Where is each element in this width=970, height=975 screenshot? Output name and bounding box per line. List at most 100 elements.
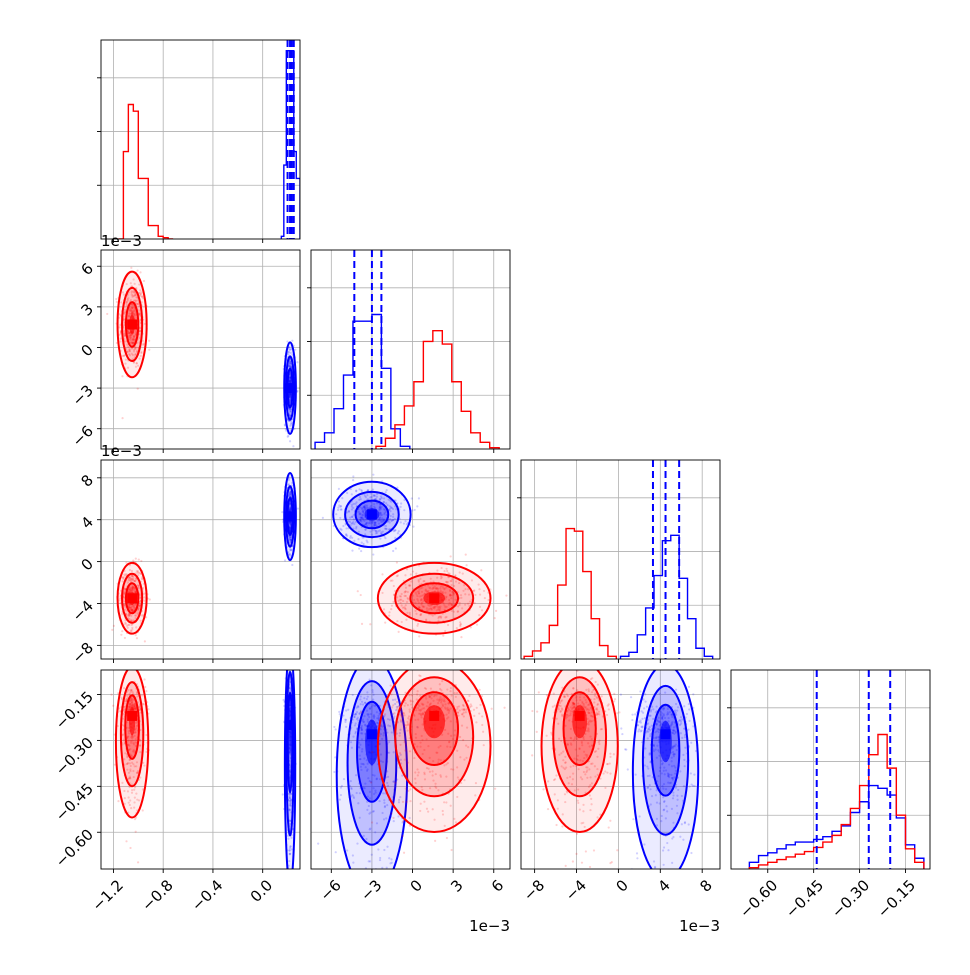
scatter-point bbox=[460, 636, 462, 638]
scatter-point bbox=[338, 488, 340, 490]
scatter-point bbox=[297, 508, 299, 510]
density-peak bbox=[127, 593, 137, 603]
scatter-point bbox=[434, 840, 436, 842]
scatter-point bbox=[576, 833, 578, 835]
scatter-point bbox=[149, 598, 151, 600]
scatter-point bbox=[360, 711, 362, 713]
density-peak bbox=[127, 711, 137, 721]
scatter-point bbox=[129, 847, 131, 849]
scatter-point bbox=[503, 707, 505, 709]
scatter-point bbox=[282, 793, 284, 795]
scatter-point bbox=[112, 705, 114, 707]
scatter-point bbox=[288, 880, 290, 882]
scatter-point bbox=[335, 916, 337, 918]
scatter-point bbox=[143, 678, 145, 680]
scatter-point bbox=[143, 280, 145, 282]
scatter-point bbox=[531, 754, 533, 756]
scatter-point bbox=[138, 558, 140, 560]
panel-1-1 bbox=[311, 250, 510, 449]
scatter-point bbox=[495, 610, 497, 612]
scatter-point bbox=[137, 861, 139, 863]
scatter-point bbox=[144, 640, 146, 642]
scatter-point bbox=[287, 435, 289, 437]
scatter-point bbox=[339, 713, 341, 715]
scatter-point bbox=[585, 850, 587, 852]
scatter-point bbox=[392, 817, 394, 819]
density-blob bbox=[281, 452, 299, 566]
scatter-point bbox=[494, 617, 496, 619]
scatter-point bbox=[634, 713, 636, 715]
density-peak bbox=[429, 593, 439, 603]
scatter-point bbox=[613, 693, 615, 695]
density-fill bbox=[129, 707, 135, 736]
scatter-point bbox=[636, 857, 638, 859]
scatter-point bbox=[365, 967, 367, 969]
scatter-point bbox=[663, 922, 665, 924]
scatter-point bbox=[286, 340, 288, 342]
scatter-point bbox=[351, 550, 353, 552]
scatter-point bbox=[106, 313, 108, 315]
scatter-point bbox=[371, 821, 373, 823]
panel-0-0 bbox=[101, 40, 300, 239]
scatter-point bbox=[137, 269, 139, 271]
scatter-point bbox=[572, 860, 574, 862]
scatter-point bbox=[350, 938, 352, 940]
density-peak bbox=[285, 383, 295, 393]
scatter-point bbox=[505, 594, 507, 596]
scatter-point bbox=[136, 637, 138, 639]
scatter-point bbox=[575, 853, 577, 855]
scatter-point bbox=[338, 711, 340, 713]
scatter-point bbox=[116, 301, 118, 303]
scatter-point bbox=[361, 623, 363, 625]
scatter-point bbox=[124, 637, 126, 639]
density-blob bbox=[110, 667, 150, 878]
scatter-point bbox=[581, 862, 583, 864]
scatter-point bbox=[113, 625, 115, 627]
scatter-point bbox=[286, 893, 288, 895]
scatter-point bbox=[494, 788, 496, 790]
scatter-point bbox=[352, 475, 354, 477]
scatter-point bbox=[384, 622, 386, 624]
scatter-point bbox=[135, 634, 137, 636]
scatter-point bbox=[292, 445, 294, 447]
scatter-point bbox=[289, 896, 291, 898]
scatter-point bbox=[632, 818, 634, 820]
scatter-point bbox=[690, 852, 692, 854]
scatter-point bbox=[608, 826, 610, 828]
scatter-point bbox=[402, 820, 404, 822]
scatter-point bbox=[363, 873, 365, 875]
scatter-point bbox=[145, 690, 147, 692]
scatter-point bbox=[352, 930, 354, 932]
scatter-point bbox=[376, 901, 378, 903]
scatter-point bbox=[294, 349, 296, 351]
scatter-point bbox=[110, 694, 112, 696]
density-blob bbox=[106, 267, 150, 419]
scatter-point bbox=[561, 825, 563, 827]
scatter-point bbox=[137, 388, 139, 390]
scatter-point bbox=[290, 916, 292, 918]
scatter-point bbox=[335, 728, 337, 730]
scatter-point bbox=[142, 809, 144, 811]
scatter-point bbox=[565, 865, 567, 867]
scatter-point bbox=[396, 561, 398, 563]
scatter-point bbox=[442, 635, 444, 637]
density-fill bbox=[572, 705, 587, 738]
scatter-point bbox=[531, 710, 533, 712]
scatter-point bbox=[132, 560, 134, 562]
scatter-point bbox=[450, 555, 452, 557]
scatter-point bbox=[614, 698, 616, 700]
scatter-point bbox=[372, 553, 374, 555]
scatter-point bbox=[418, 497, 420, 499]
density-blob bbox=[111, 558, 151, 643]
scatter-point bbox=[369, 623, 371, 625]
scatter-point bbox=[653, 894, 655, 896]
scatter-point bbox=[611, 861, 613, 863]
scatter-point bbox=[479, 689, 481, 691]
scatter-point bbox=[284, 559, 286, 561]
density-peak bbox=[429, 711, 439, 721]
scatter-point bbox=[281, 511, 283, 513]
scatter-point bbox=[418, 635, 420, 637]
scatter-point bbox=[135, 558, 137, 560]
scatter-point bbox=[476, 624, 478, 626]
